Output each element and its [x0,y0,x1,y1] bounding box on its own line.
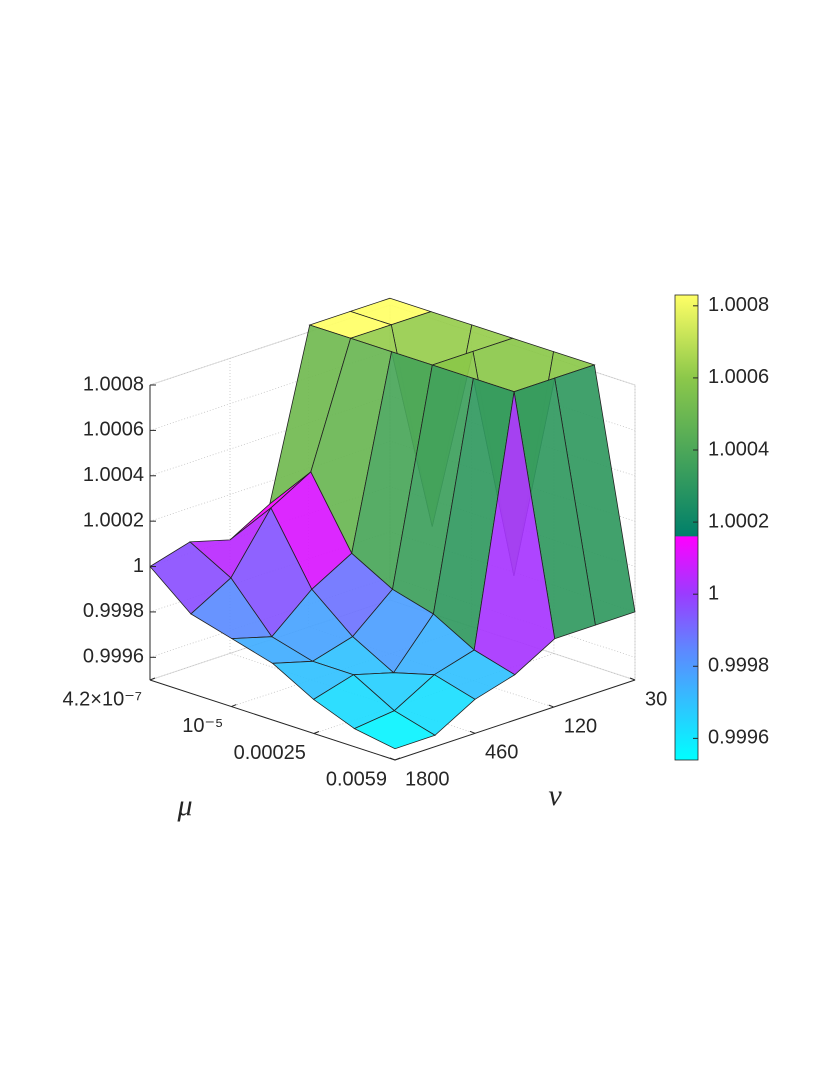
x-tick [313,731,320,734]
y-axis [394,679,636,761]
y-tick [389,757,396,761]
x-tick-label: 10⁻⁵ [182,715,223,737]
z-tick-label: 1.0002 [83,509,144,531]
x-tick [394,757,401,761]
x-axis-label: μ [176,789,192,822]
surface-face [353,710,436,750]
colorbar-tick-label: 1 [708,582,719,604]
y-tick [469,730,476,734]
colorbar-tick-label: 0.9996 [708,727,769,749]
z-tick-label: 0.9998 [83,600,144,622]
colorbar [674,294,699,761]
colorbar-tick-label: 0.9998 [708,655,769,677]
colorbar-tick-label: 1.0002 [708,510,769,532]
x-tick-label: 4.2×10⁻⁷ [62,688,142,710]
x-tick [231,704,237,708]
y-tick-label: 30 [645,688,667,710]
x-tick [149,677,156,681]
x-tick-label: 0.00025 [234,742,306,764]
y-tick-label: 460 [485,742,518,764]
colorbar-tick-label: 1.0006 [708,366,769,388]
z-tick-label: 0.9996 [83,646,144,668]
y-tick [629,677,636,681]
y-tick-label: 120 [564,715,597,737]
colorbar-tick-label: 1.0004 [708,438,769,460]
y-axis-label: ν [548,779,562,812]
x-tick-label: 0.0059 [326,768,387,790]
y-tick-label: 1800 [405,768,450,790]
z-tick-label: 1.0006 [83,419,144,441]
z-tick-label: 1 [133,555,144,577]
z-tick-label: 1.0004 [83,464,144,486]
y-tick [548,704,554,708]
z-tick-label: 1.0008 [83,373,144,395]
colorbar-tick-label: 1.0008 [708,294,769,316]
x-axis [149,679,396,761]
